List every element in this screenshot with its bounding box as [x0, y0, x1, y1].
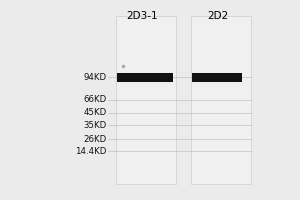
Bar	[117, 72, 172, 82]
Text: 35KD: 35KD	[83, 120, 106, 130]
Bar	[116, 16, 176, 184]
Bar	[192, 72, 242, 82]
Text: 26KD: 26KD	[83, 134, 106, 144]
Text: 94KD: 94KD	[83, 72, 106, 82]
Bar	[190, 16, 250, 184]
Text: 14.4KD: 14.4KD	[75, 146, 106, 156]
Text: 2D2: 2D2	[207, 11, 228, 21]
Text: 45KD: 45KD	[83, 108, 106, 117]
Text: 66KD: 66KD	[83, 96, 106, 104]
Text: 2D3-1: 2D3-1	[127, 11, 158, 21]
